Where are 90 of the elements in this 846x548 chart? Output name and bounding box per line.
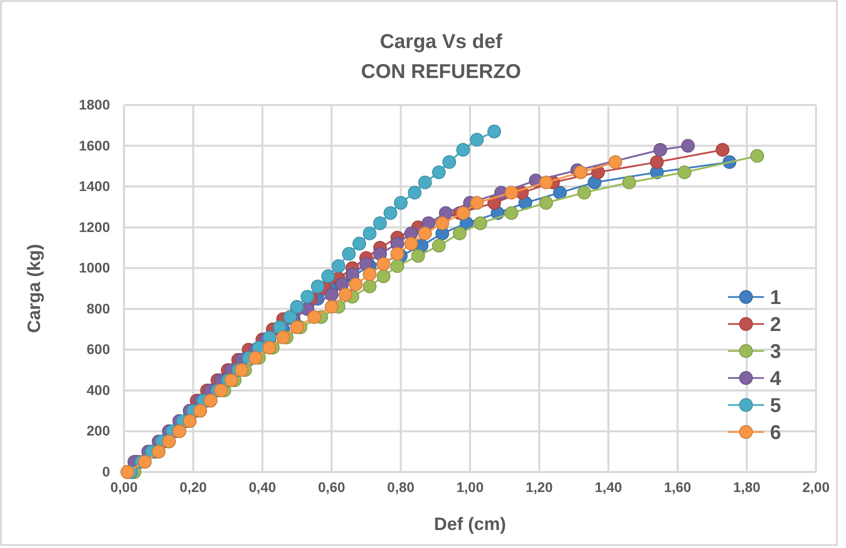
point	[716, 143, 730, 157]
x-tick-label: 0,60	[318, 478, 346, 495]
point	[321, 269, 335, 284]
y-tick-label: 200	[86, 422, 110, 439]
point	[390, 247, 404, 261]
point	[283, 310, 297, 324]
point	[504, 186, 518, 200]
point	[411, 249, 425, 263]
point	[307, 310, 322, 324]
point	[608, 155, 622, 169]
point	[474, 216, 488, 230]
chart-title: Carga Vs def	[380, 31, 502, 53]
point	[574, 165, 588, 180]
point	[418, 226, 432, 240]
point	[300, 290, 314, 304]
point	[376, 269, 390, 284]
point	[290, 320, 304, 334]
point	[553, 186, 567, 200]
point	[456, 206, 470, 220]
y-tick-label: 1800	[78, 96, 110, 112]
point	[214, 384, 228, 398]
point	[750, 149, 764, 163]
x-tick-label: 2,00	[802, 478, 830, 495]
y-axis-title: Carga (kg)	[24, 244, 44, 334]
legend-label: 3	[770, 341, 782, 363]
x-tick-label: 0,20	[180, 478, 208, 495]
point	[678, 165, 692, 180]
point	[681, 138, 695, 153]
point	[622, 176, 636, 190]
x-tick-label: 0,00	[110, 478, 138, 495]
legend-label: 2	[770, 314, 782, 336]
point	[362, 267, 376, 282]
point	[224, 373, 238, 388]
point	[376, 257, 390, 271]
point	[332, 259, 346, 273]
x-tick-label: 1,20	[526, 478, 554, 495]
point	[362, 280, 376, 294]
point	[310, 280, 325, 294]
point	[418, 176, 432, 190]
point	[577, 186, 592, 200]
point	[408, 186, 422, 200]
legend-label: 1	[770, 287, 782, 309]
legend-label: 4	[770, 368, 782, 390]
point	[470, 132, 484, 146]
point	[650, 155, 664, 169]
y-tick-label: 1400	[78, 178, 110, 194]
x-tick-label: 1,40	[594, 478, 622, 495]
point	[352, 236, 366, 250]
point	[432, 238, 446, 253]
point	[487, 124, 502, 138]
point	[404, 236, 418, 250]
point	[362, 226, 376, 240]
point	[342, 247, 356, 261]
y-tick-label: 1200	[78, 218, 110, 235]
point	[324, 300, 338, 314]
x-tick-label: 0,40	[248, 478, 276, 495]
chart-subtitle: CON REFUERZO	[361, 61, 521, 83]
point	[435, 216, 450, 230]
x-tick-label: 0,80	[387, 478, 415, 495]
y-tick-label: 800	[86, 300, 110, 316]
point	[373, 216, 387, 230]
point	[653, 143, 668, 157]
point	[470, 196, 484, 210]
y-tick-label: 1000	[78, 260, 110, 276]
point	[432, 165, 446, 180]
x-tick-label: 1,80	[733, 478, 761, 495]
y-tick-label: 0	[102, 463, 110, 480]
legend-label: 6	[770, 422, 782, 444]
point	[394, 196, 408, 210]
point	[262, 340, 276, 354]
point	[248, 351, 262, 365]
x-tick-label: 1,60	[664, 478, 692, 495]
point	[504, 206, 518, 220]
point	[456, 143, 470, 157]
x-axis-title: Def (cm)	[434, 514, 506, 534]
point	[338, 288, 352, 302]
y-tick-label: 400	[86, 382, 110, 398]
x-tick-label: 1,00	[456, 478, 484, 495]
y-tick-label: 600	[86, 341, 110, 358]
point	[442, 155, 456, 169]
point	[452, 226, 466, 240]
point	[539, 196, 553, 210]
point	[390, 259, 404, 273]
point	[348, 278, 363, 292]
point	[324, 288, 338, 302]
legend-label: 5	[770, 395, 782, 417]
point	[539, 176, 553, 190]
point	[234, 363, 248, 377]
y-tick-label: 1600	[78, 137, 110, 154]
point	[384, 206, 398, 220]
